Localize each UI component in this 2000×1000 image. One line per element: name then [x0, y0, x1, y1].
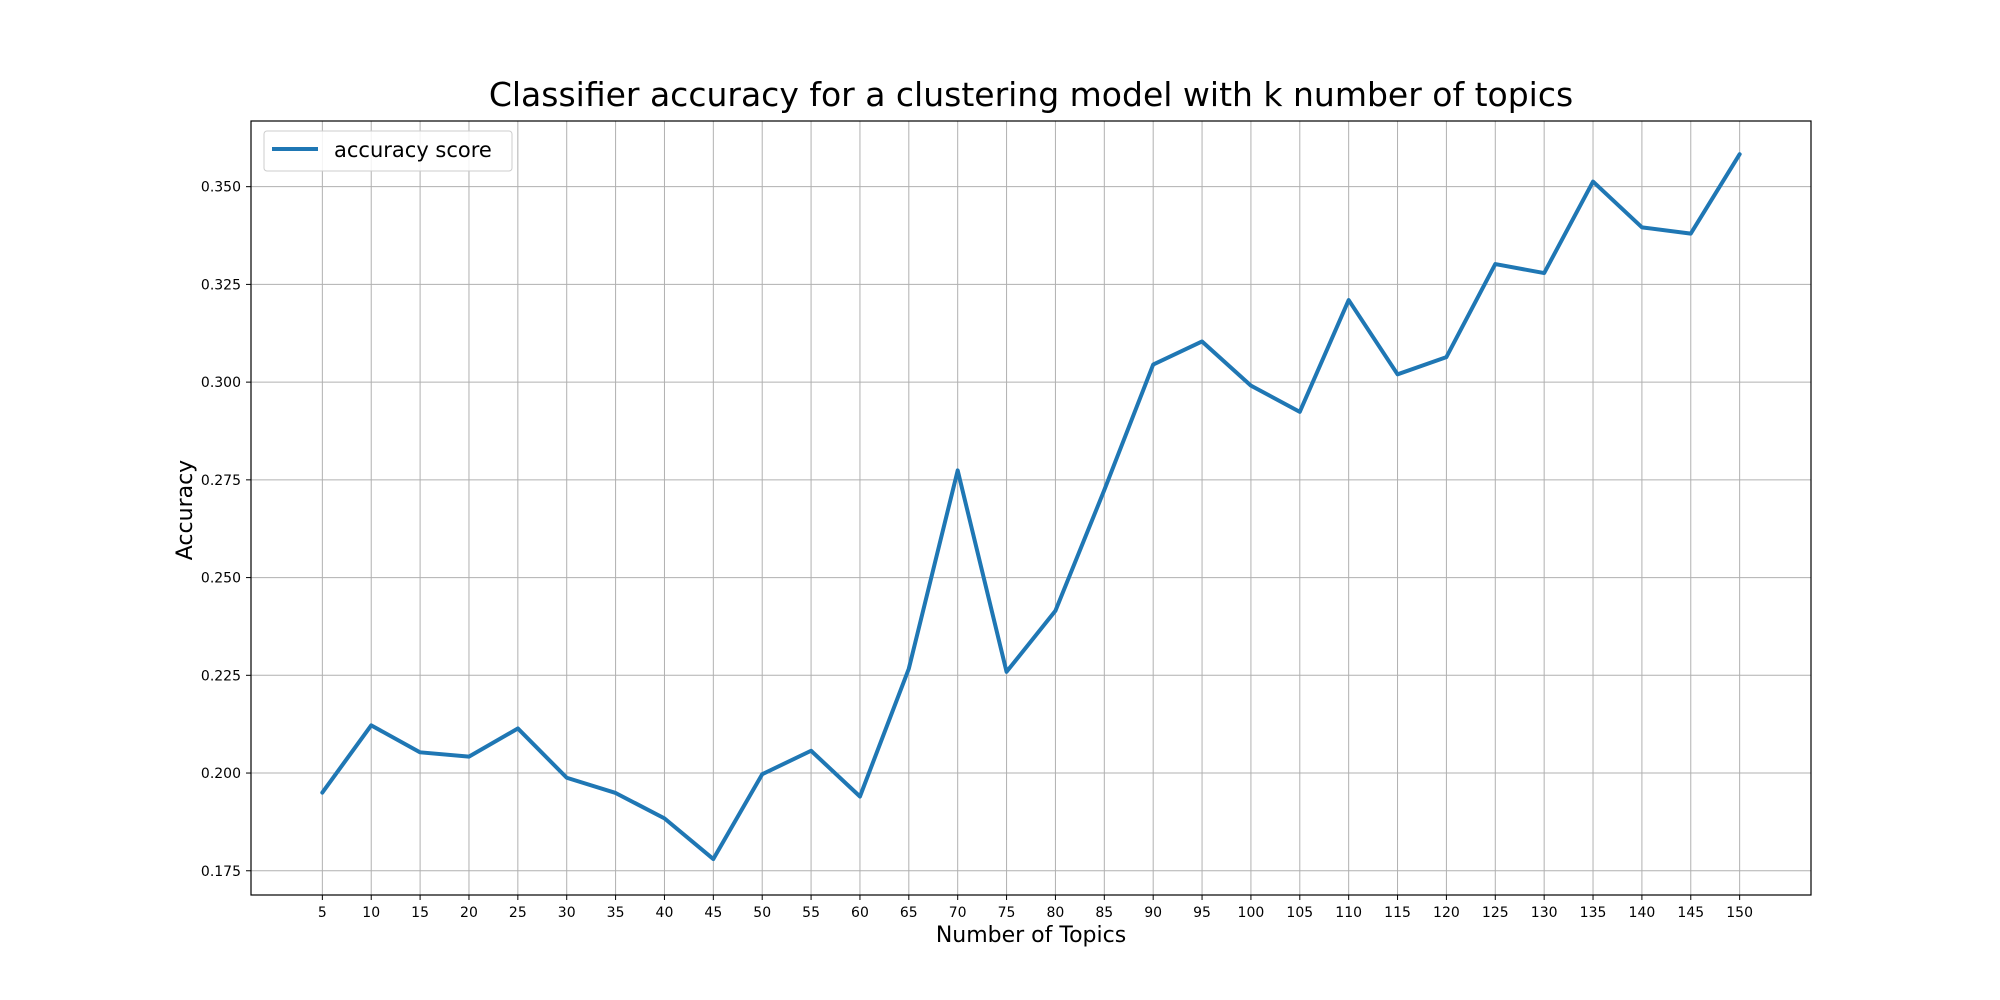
x-tick-label: 10 [362, 905, 380, 921]
x-tick-label: 85 [1095, 905, 1113, 921]
x-tick-label: 125 [1482, 905, 1509, 921]
x-tick-label: 95 [1193, 905, 1211, 921]
x-tick-label: 90 [1144, 905, 1162, 921]
data-point [956, 468, 960, 472]
data-point [1053, 609, 1057, 613]
data-point [516, 726, 520, 730]
x-tick-label: 40 [656, 905, 674, 921]
data-point [1005, 670, 1009, 674]
x-tick-label: 110 [1335, 905, 1362, 921]
y-tick-label: 0.325 [201, 277, 241, 293]
x-tick-label: 5 [318, 905, 327, 921]
legend-box [263, 130, 513, 172]
legend-label-accuracy-score: accuracy score [334, 138, 492, 162]
x-tick-label: 35 [607, 905, 625, 921]
x-tick-label: 130 [1531, 905, 1558, 921]
x-axis-ticks: 5 10 15 20 25 30 35 40 45 50 55 60 65 70 75 80 85 90 95 100… [318, 895, 1753, 921]
x-tick-label: 80 [1047, 905, 1065, 921]
x-tick-label: 105 [1286, 905, 1313, 921]
y-tick-label: 0.275 [201, 473, 241, 489]
x-tick-label: 140 [1629, 905, 1656, 921]
y-tick-label: 0.225 [201, 668, 241, 684]
x-tick-label: 75 [998, 905, 1016, 921]
data-point [614, 791, 618, 795]
data-point [565, 776, 569, 780]
x-tick-label: 45 [704, 905, 722, 921]
chart-title: Classifier accuracy for a clustering mod… [489, 75, 1573, 114]
data-point [1249, 384, 1253, 388]
y-axis-label: Accuracy [173, 460, 198, 560]
x-tick-label: 15 [411, 905, 429, 921]
data-point [1640, 225, 1644, 229]
x-tick-label: 100 [1238, 905, 1265, 921]
data-point [760, 772, 764, 776]
data-point [858, 794, 862, 798]
data-point [1444, 355, 1448, 359]
plot-frame [250, 120, 1812, 896]
x-tick-label: 135 [1580, 905, 1607, 921]
x-tick-label: 55 [802, 905, 820, 921]
data-point [1396, 372, 1400, 376]
grid-lines [251, 121, 1811, 895]
data-point [320, 791, 324, 795]
data-point [1542, 271, 1546, 275]
x-tick-label: 20 [460, 905, 478, 921]
x-tick-label: 120 [1433, 905, 1460, 921]
y-tick-label: 0.175 [201, 864, 241, 880]
series-line-accuracy-score [320, 152, 1742, 862]
data-point [809, 749, 813, 753]
x-tick-label: 50 [753, 905, 771, 921]
data-point [1493, 262, 1497, 266]
x-tick-label: 65 [900, 905, 918, 921]
data-point [1298, 410, 1302, 414]
data-point [711, 857, 715, 861]
x-tick-label: 145 [1677, 905, 1704, 921]
legend: accuracy score [263, 130, 513, 172]
x-tick-label: 60 [851, 905, 869, 921]
y-tick-label: 0.200 [201, 766, 241, 782]
x-tick-label: 30 [558, 905, 576, 921]
y-tick-label: 0.300 [201, 375, 241, 391]
data-point [907, 667, 911, 671]
data-point [467, 755, 471, 759]
y-tick-label: 0.350 [201, 180, 241, 196]
x-tick-label: 150 [1726, 905, 1753, 921]
data-point [418, 750, 422, 754]
data-point [1102, 488, 1106, 492]
data-point [369, 723, 373, 727]
y-tick-label: 0.250 [201, 571, 241, 587]
y-axis-ticks: 0.175 0.200 0.225 0.250 0.275 0.300 0.325 0.350 [201, 180, 251, 880]
data-point [1689, 232, 1693, 236]
data-point [662, 816, 666, 820]
x-axis-label: Number of Topics [936, 923, 1126, 948]
data-point [1151, 363, 1155, 367]
series-layer [320, 152, 1742, 862]
data-point [1591, 180, 1595, 184]
data-point [1738, 152, 1742, 156]
x-tick-label: 25 [509, 905, 527, 921]
x-tick-label: 115 [1384, 905, 1411, 921]
x-tick-label: 70 [949, 905, 967, 921]
data-point [1347, 298, 1351, 302]
data-point [1200, 339, 1204, 343]
